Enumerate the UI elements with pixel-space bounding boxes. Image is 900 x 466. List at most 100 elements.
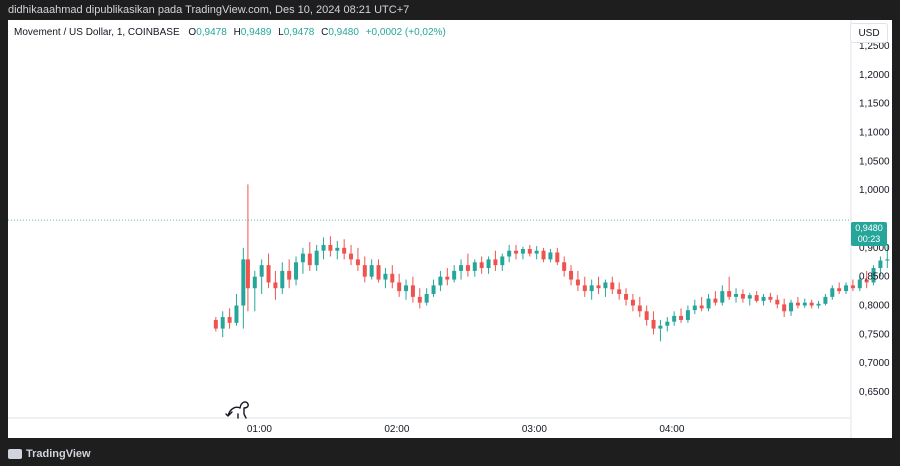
price-tick-label: 1,2500 [859, 41, 890, 52]
candle-body [445, 276, 450, 280]
candle [795, 296, 800, 309]
last-price-tag: 0,9480 00:23 [851, 222, 887, 246]
candle-body [651, 319, 656, 329]
candle [417, 288, 422, 309]
price-tick-label: 0,8500 [859, 272, 890, 283]
candle-body [500, 256, 505, 266]
candle [679, 308, 684, 323]
candle [727, 276, 732, 300]
candle [658, 319, 663, 342]
bar-countdown: 00:23 [857, 234, 881, 244]
price-tick-label: 1,1000 [859, 127, 890, 138]
candlestick-chart[interactable]: 1,2500 1,2000 1,1500 1,1000 1,0500 1,0000 0,90… [8, 20, 892, 438]
candle [410, 276, 415, 303]
candle [369, 259, 374, 280]
candle-body [321, 244, 326, 251]
candle [431, 279, 436, 297]
symbol-legend: Movement / US Dollar, 1, COINBASE O0,947… [14, 27, 450, 38]
candle [514, 244, 519, 260]
candle [328, 236, 333, 257]
candle-body [569, 270, 574, 280]
candle [220, 311, 225, 338]
candle [314, 244, 319, 271]
candle-body [465, 265, 470, 271]
chart-grid [8, 20, 852, 438]
candle-body [307, 253, 312, 266]
candle [569, 265, 574, 286]
candle [871, 265, 876, 286]
candle [300, 247, 305, 274]
candle-body [658, 325, 663, 329]
candle [383, 268, 388, 289]
candle-body [369, 265, 374, 277]
candle-body [782, 304, 787, 312]
candle [520, 246, 525, 260]
candle [864, 270, 869, 289]
footer: TradingView [0, 444, 900, 466]
candle-body [816, 303, 821, 306]
candle [493, 250, 498, 271]
publish-info: didhikaaahmad dipublikasikan pada Tradin… [8, 4, 410, 16]
candle [376, 259, 381, 283]
candle [362, 256, 367, 283]
candle-body [314, 250, 319, 266]
candle-body [850, 285, 855, 289]
candle-body [362, 265, 367, 277]
candle [754, 291, 759, 303]
candle [644, 305, 649, 326]
candle-body [630, 299, 635, 306]
candle [252, 270, 257, 312]
high-value: 0,9489 [240, 27, 272, 38]
candle-body [234, 305, 239, 323]
candle-body [768, 296, 773, 300]
price-tick-label: 0,6500 [859, 387, 890, 398]
candle [307, 242, 312, 271]
candle [287, 259, 292, 289]
price-tick-label: 0,7000 [859, 358, 890, 369]
candle-body [355, 259, 360, 266]
candle [617, 282, 622, 300]
candle-body [871, 268, 876, 283]
candle [541, 247, 546, 263]
tradingview-logo[interactable]: TradingView [8, 448, 91, 460]
close-value: 0,9480 [328, 27, 359, 38]
price-tick-label: 1,0500 [859, 156, 890, 167]
candle-body [823, 296, 828, 304]
candle-body [885, 259, 890, 261]
time-tick-label: 03:00 [522, 424, 547, 435]
candle-body [431, 285, 436, 294]
candle-body [514, 250, 519, 254]
candle-body [328, 244, 333, 251]
candle-body [266, 265, 271, 283]
chart-panel[interactable]: 1,2500 1,2000 1,1500 1,1000 1,0500 1,0000 0,90… [8, 20, 892, 438]
candle [603, 279, 608, 297]
candle-body [644, 311, 649, 320]
candle [486, 256, 491, 274]
publish-header: didhikaaahmad dipublikasikan pada Tradin… [0, 0, 900, 20]
candle [321, 237, 326, 260]
candle [213, 317, 218, 332]
candle-body [404, 285, 409, 292]
candle [397, 273, 402, 297]
price-tick-label: 1,1500 [859, 99, 890, 110]
candle [747, 292, 752, 306]
candle [596, 276, 601, 294]
candle-body [679, 315, 684, 320]
candle [802, 298, 807, 308]
candle [479, 256, 484, 274]
candle [562, 256, 567, 277]
candle-body [280, 270, 285, 289]
candle [534, 246, 539, 260]
candle [452, 265, 457, 283]
candle [713, 291, 718, 306]
candle-body [342, 247, 347, 254]
candle-body [589, 285, 594, 292]
candle-body [397, 282, 402, 292]
tradingview-logo-icon [8, 449, 22, 459]
currency-button[interactable]: USD [850, 23, 888, 43]
candle [637, 296, 642, 318]
candle [720, 285, 725, 306]
candle [768, 292, 773, 303]
candle [500, 253, 505, 271]
price-tick-label: 0,8000 [859, 301, 890, 312]
